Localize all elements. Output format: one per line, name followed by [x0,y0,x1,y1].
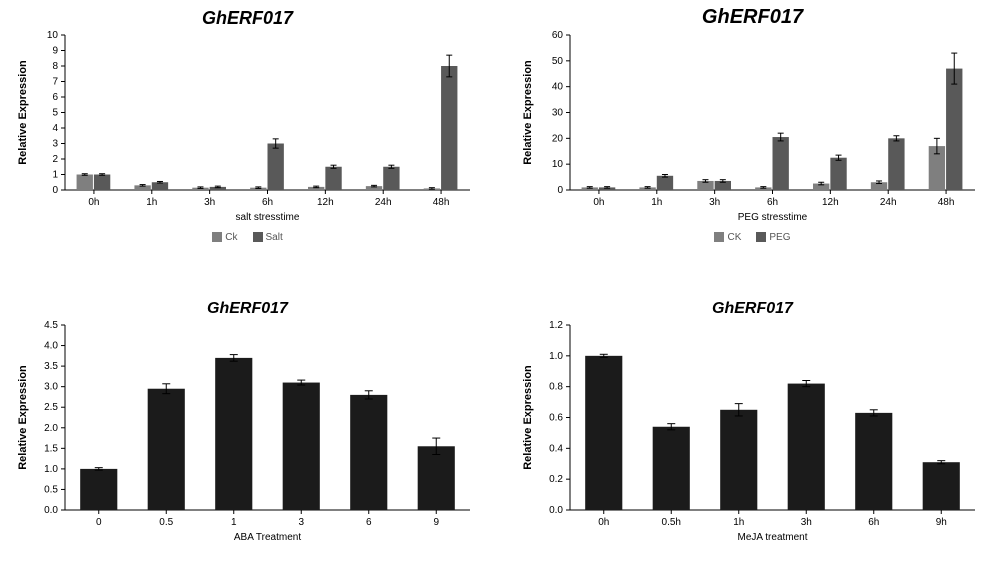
svg-text:10: 10 [47,30,59,41]
svg-text:1: 1 [52,170,58,181]
svg-text:0.6: 0.6 [549,413,563,424]
svg-text:12h: 12h [822,197,839,208]
svg-text:5: 5 [52,108,58,119]
svg-text:3h: 3h [709,197,720,208]
svg-text:PEG stresstime: PEG stresstime [738,212,808,223]
svg-text:Relative Expression: Relative Expression [17,60,29,165]
svg-text:60: 60 [552,30,564,41]
svg-text:24h: 24h [880,197,897,208]
svg-text:1h: 1h [651,197,662,208]
svg-text:20: 20 [552,133,564,144]
svg-text:50: 50 [552,56,564,67]
chart-title: GhERF017 [10,8,485,29]
svg-text:0.5h: 0.5h [662,517,681,528]
svg-text:0h: 0h [593,197,604,208]
legend-item-peg: PEG [756,232,790,243]
svg-text:9: 9 [433,517,439,528]
svg-text:48h: 48h [938,197,955,208]
chart-grid: GhERF017 012345678910Relative Expression… [10,10,990,570]
svg-text:3: 3 [298,517,304,528]
chart-title: GhERF017 [10,300,485,318]
svg-text:6: 6 [366,517,372,528]
svg-text:Relative Expression: Relative Expression [522,60,534,165]
svg-text:9h: 9h [936,517,947,528]
svg-text:0.4: 0.4 [549,443,563,454]
svg-text:10: 10 [552,159,564,170]
svg-text:0: 0 [96,517,102,528]
chart-title: GhERF017 [515,300,990,318]
svg-text:0.5: 0.5 [159,517,173,528]
svg-text:ABA Treatment: ABA Treatment [234,532,301,543]
svg-text:6: 6 [52,92,58,103]
svg-text:3h: 3h [204,197,215,208]
legend: CK PEG [515,232,990,243]
svg-text:24h: 24h [375,197,392,208]
svg-text:12h: 12h [317,197,334,208]
svg-text:0h: 0h [598,517,609,528]
legend-item-ck: Ck [212,232,237,243]
svg-text:7: 7 [52,77,58,88]
svg-text:1h: 1h [733,517,744,528]
svg-text:MeJA treatment: MeJA treatment [737,532,807,543]
svg-text:Relative Expression: Relative Expression [17,365,29,470]
chart-peg: GhERF017 0102030405060Relative Expressio… [515,10,990,280]
svg-text:40: 40 [552,82,564,93]
svg-text:0h: 0h [88,197,99,208]
svg-text:1.0: 1.0 [549,351,563,362]
svg-text:0: 0 [52,185,58,196]
chart-aba: GhERF017 0.0 0.5 1.0 1.5 2.0 2.5 3.0 3.5 4.0 4.5 R… [10,300,485,570]
svg-text:1h: 1h [146,197,157,208]
svg-text:3.5: 3.5 [44,361,58,372]
svg-text:4: 4 [52,123,58,134]
svg-text:2.0: 2.0 [44,423,58,434]
svg-text:0.0: 0.0 [549,505,563,516]
svg-text:9: 9 [52,46,58,57]
legend-item-salt: Salt [253,232,283,243]
svg-text:48h: 48h [433,197,450,208]
svg-text:salt stresstime: salt stresstime [236,212,300,223]
svg-text:30: 30 [552,108,564,119]
svg-text:0.5: 0.5 [44,484,58,495]
chart-meja: GhERF017 0.0 0.2 0.4 0.6 0.8 1.0 1.2 Relative E… [515,300,990,570]
svg-text:3: 3 [52,139,58,150]
svg-text:4.5: 4.5 [44,320,58,331]
legend: Ck Salt [10,232,485,243]
svg-text:2: 2 [52,154,58,165]
svg-text:0: 0 [557,185,563,196]
svg-text:3.0: 3.0 [44,382,58,393]
svg-text:0.8: 0.8 [549,382,563,393]
svg-text:4.0: 4.0 [44,341,58,352]
svg-text:6h: 6h [767,197,778,208]
chart-title: GhERF017 [515,6,990,29]
svg-text:6h: 6h [262,197,273,208]
svg-text:2.5: 2.5 [44,402,58,413]
svg-text:6h: 6h [868,517,879,528]
svg-text:1.5: 1.5 [44,443,58,454]
svg-text:0.0: 0.0 [44,505,58,516]
svg-text:1: 1 [231,517,237,528]
svg-text:3h: 3h [801,517,812,528]
legend-item-ck: CK [714,232,741,243]
chart-salt: GhERF017 0 1 2 3 4 5 6 7 8 9 10 Relative Expression… [10,10,485,280]
svg-text:1.0: 1.0 [44,464,58,475]
svg-text:1.2: 1.2 [549,320,563,331]
svg-text:Relative Expression: Relative Expression [522,365,534,470]
svg-text:0.2: 0.2 [549,474,563,485]
svg-text:8: 8 [52,61,58,72]
